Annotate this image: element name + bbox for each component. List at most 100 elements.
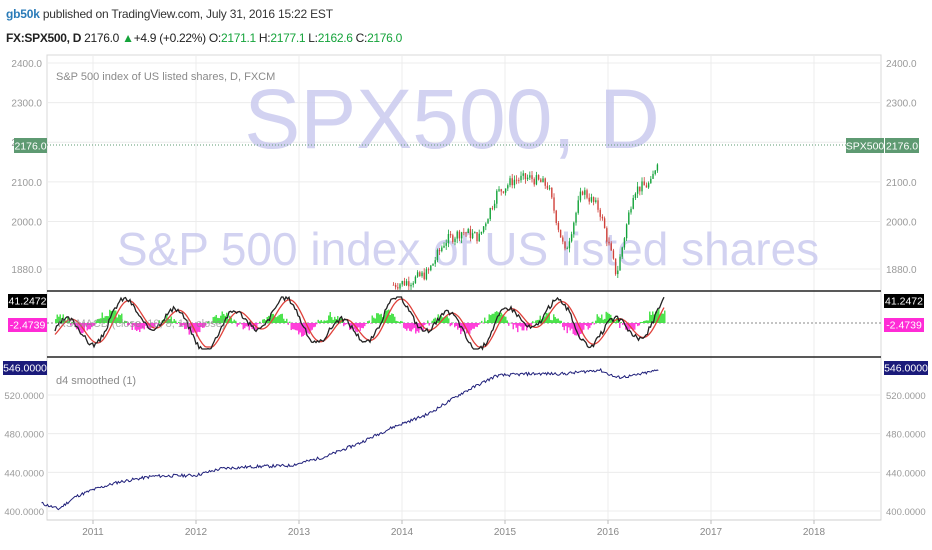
macd-histogram-bar	[148, 323, 150, 329]
macd-histogram-bar	[550, 319, 552, 323]
macd-signal-badge-left	[8, 318, 47, 332]
macd-histogram-bar	[395, 320, 397, 323]
macd-signal-badge-right	[884, 318, 924, 332]
candle-body	[452, 235, 454, 242]
candle-body	[548, 187, 551, 189]
macd-histogram-bar	[566, 323, 568, 334]
time-tick-label: 2012	[185, 527, 208, 538]
candle-body	[634, 193, 637, 198]
macd-histogram-bar	[329, 312, 331, 323]
macd-histogram-bar	[235, 320, 237, 323]
macd-histogram-bar	[554, 317, 556, 323]
macd-histogram-bar	[472, 323, 474, 329]
macd-histogram-bar	[274, 315, 276, 323]
candle-body	[416, 272, 419, 277]
macd-histogram-bar	[154, 323, 156, 327]
macd-histogram-bar	[83, 323, 85, 332]
macd-histogram-bar	[598, 316, 600, 323]
macd-histogram-bar	[331, 317, 333, 323]
macd-histogram-bar	[88, 323, 90, 330]
macd-histogram-bar	[443, 317, 445, 323]
macd-histogram-bar	[469, 323, 471, 334]
macd-histogram-bar	[401, 321, 403, 323]
macd-histogram-bar	[136, 323, 138, 331]
macd-histogram-bar	[152, 323, 154, 328]
macd-histogram-bar	[71, 321, 73, 323]
macd-histogram-bar	[79, 323, 81, 331]
macd-histogram-bar	[223, 314, 225, 323]
macd-histogram-bar	[311, 323, 313, 330]
candle-body	[447, 234, 450, 244]
d4-tick-right: 520.0000	[886, 391, 926, 402]
candle-body	[529, 175, 531, 178]
d4-line	[41, 367, 659, 511]
macd-histogram-bar	[529, 323, 531, 324]
open-value: 2171.1	[220, 31, 256, 45]
macd-histogram-bar	[89, 323, 91, 330]
macd-histogram-bar	[533, 322, 535, 323]
candle-body	[542, 178, 544, 183]
macd-histogram-bar	[139, 323, 141, 333]
macd-histogram-bar	[199, 323, 201, 333]
macd-histogram-bar	[196, 323, 198, 337]
macd-histogram-bar	[181, 323, 183, 326]
macd-histogram-bar	[574, 323, 576, 336]
macd-histogram-bar	[413, 323, 415, 328]
macd-histogram-bar	[470, 323, 472, 331]
macd-histogram-bar	[94, 323, 96, 326]
macd-histogram-bar	[137, 323, 139, 330]
macd-histogram-bar	[463, 323, 465, 332]
macd-histogram-bar	[515, 323, 517, 328]
candle-body	[425, 269, 428, 280]
macd-histogram-bar	[427, 320, 429, 323]
low-value: 2162.6	[317, 31, 353, 45]
macd-histogram-bar	[508, 323, 510, 326]
candle-body	[496, 190, 498, 204]
symbol-name[interactable]: FX:SPX500, D	[6, 31, 82, 45]
macd-histogram-bar	[287, 323, 289, 325]
d4-pane[interactable]: d4 smoothed (1)	[41, 367, 659, 511]
candle-body	[456, 231, 458, 239]
candle-body	[625, 224, 628, 239]
macd-histogram-bar	[326, 320, 328, 323]
macd-histogram-bar	[358, 323, 360, 328]
macd-histogram-bar	[206, 322, 208, 323]
d4-axis[interactable]: 520.0000 520.0000 480.0000 480.0000 440.0000…	[4, 391, 925, 518]
macd-histogram-bar	[563, 323, 565, 331]
time-axis[interactable]: 2011 2012 2013 2014 2015 2016 2017 2018	[47, 519, 881, 538]
open-label: O:	[208, 31, 221, 45]
candle-body	[460, 232, 463, 239]
macd-histogram-bar	[431, 320, 433, 323]
macd-histogram-bar	[560, 320, 562, 323]
d4-tick-left: 480.0000	[4, 430, 44, 441]
macd-histogram-bar	[190, 323, 192, 329]
candle-body	[445, 243, 447, 246]
macd-histogram-bar	[389, 314, 391, 323]
macd-histogram-bar	[523, 323, 525, 331]
rsimacd-pane[interactable]: RSIMACD (close, 10, 8, 14, close)	[47, 295, 881, 351]
candle-body	[520, 175, 522, 181]
macd-histogram-bar	[484, 317, 486, 323]
macd-histogram-bar	[367, 321, 369, 323]
macd-histogram-bar	[269, 317, 271, 323]
candle-body	[438, 250, 441, 252]
candle-body	[493, 203, 496, 209]
macd-histogram-bar	[485, 321, 487, 323]
macd-histogram-bar	[188, 323, 190, 335]
price-pane[interactable]: S&P 500 index of US listed shares, D, FX…	[47, 71, 881, 290]
candle-body	[557, 222, 560, 230]
author-link[interactable]: gb50k	[6, 7, 40, 21]
candle-body	[515, 179, 518, 181]
macd-histogram-bar	[191, 323, 193, 333]
macd-histogram-bar	[86, 323, 88, 331]
macd-histogram-bar	[151, 323, 153, 328]
macd-histogram-bar	[353, 323, 355, 330]
price-tick-left: 2100.0	[11, 178, 42, 189]
high-value: 2177.1	[270, 31, 306, 45]
candle-body	[465, 232, 467, 234]
candle-body	[577, 200, 579, 213]
macd-value-left: 41.2472	[9, 296, 47, 308]
candle-body	[427, 269, 430, 271]
candle-body	[498, 189, 500, 191]
